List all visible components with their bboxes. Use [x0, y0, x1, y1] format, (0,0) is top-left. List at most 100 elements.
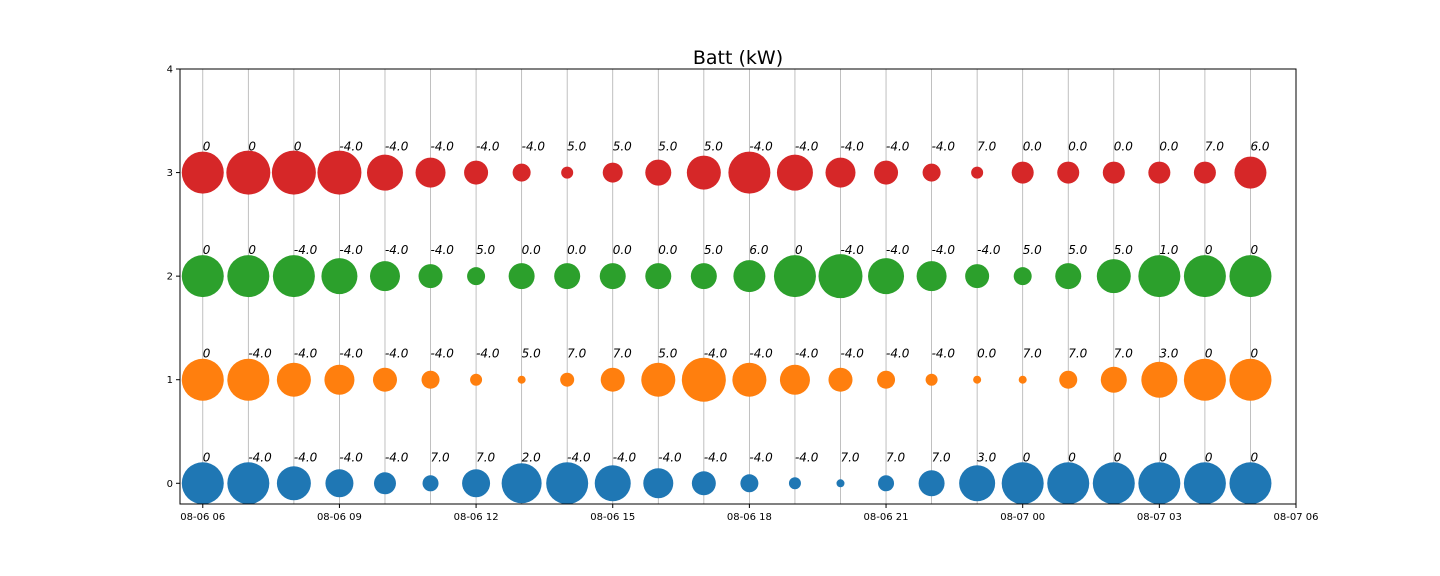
- bubble: [877, 370, 896, 389]
- bubble: [272, 255, 315, 298]
- bubble: [1229, 462, 1272, 505]
- bubble-value-label: 0: [1114, 450, 1122, 464]
- bubble-value-label: -4.0: [431, 140, 455, 154]
- bubble: [1234, 156, 1267, 189]
- bubble: [508, 263, 535, 290]
- data-points: [181, 150, 1272, 505]
- bubble-value-label: 0.0: [1068, 140, 1087, 154]
- y-tick-label: 0: [167, 479, 173, 490]
- bubble: [1055, 263, 1082, 290]
- bubble: [1138, 255, 1181, 298]
- bubble: [828, 367, 853, 392]
- bubble-value-label: 0: [203, 347, 211, 361]
- x-tick-label: 08-06 09: [317, 512, 362, 523]
- bubble-value-label: 2.0: [522, 450, 541, 464]
- bubble-value-label: 7.0: [977, 140, 996, 154]
- bubble-value-label: 7.0: [1205, 140, 1224, 154]
- bubble: [1013, 267, 1032, 286]
- bubble-value-label: 0: [203, 140, 211, 154]
- y-tick-label: 1: [167, 375, 173, 386]
- bubble: [918, 470, 945, 497]
- bubble: [1100, 366, 1127, 393]
- bubble-value-label: -4.0: [476, 140, 500, 154]
- bubble: [733, 260, 766, 293]
- bubble-value-label: 0.0: [567, 243, 586, 257]
- bubble-value-label: -4.0: [567, 450, 591, 464]
- bubble-value-label: -4.0: [886, 140, 910, 154]
- bubble-value-label: 7.0: [886, 450, 905, 464]
- bubble: [181, 462, 224, 505]
- bubble-value-label: 5.0: [704, 140, 723, 154]
- bubble: [517, 375, 526, 384]
- bubble-value-label: 7.0: [1068, 347, 1087, 361]
- bubble: [1183, 255, 1226, 298]
- bubble-value-label: -4.0: [977, 243, 1001, 257]
- bubble: [366, 154, 403, 191]
- x-tick-label: 08-07 03: [1137, 512, 1182, 523]
- bubble-value-label: -4.0: [704, 450, 728, 464]
- bubble: [470, 373, 483, 386]
- bubble-value-label: -4.0: [840, 347, 864, 361]
- bubble-value-label: -4.0: [294, 450, 318, 464]
- bubble: [1011, 161, 1034, 184]
- bubble-value-label: 7.0: [476, 450, 495, 464]
- bubble-value-label: 0: [203, 450, 211, 464]
- bubble: [546, 462, 589, 505]
- bubble-value-label: 0: [1250, 450, 1258, 464]
- bubble-value-label: 7.0: [567, 347, 586, 361]
- bubble-value-label: 0: [1068, 450, 1076, 464]
- bubble-value-label: -4.0: [749, 450, 773, 464]
- bubble-value-label: 5.0: [1068, 243, 1087, 257]
- bubble-value-label: 5.0: [613, 140, 632, 154]
- bubble-value-label: 5.0: [476, 243, 495, 257]
- bubble: [554, 263, 581, 290]
- bubble: [874, 160, 899, 185]
- bubble-value-label: -4.0: [749, 140, 773, 154]
- bubble: [372, 367, 397, 392]
- bubble: [599, 263, 626, 290]
- bubble: [227, 462, 270, 505]
- bubble-value-label: -4.0: [749, 347, 773, 361]
- bubble: [325, 469, 354, 498]
- bubble-value-label: 0: [1205, 450, 1213, 464]
- bubble-value-label: 5.0: [658, 347, 677, 361]
- bubble-value-label: 7.0: [1114, 347, 1133, 361]
- bubble: [369, 261, 400, 292]
- bubble-value-label: -4.0: [476, 347, 500, 361]
- y-axis: 0 1 2 3 4: [167, 65, 180, 490]
- bubble-value-label: -4.0: [932, 243, 956, 257]
- bubble-value-label: 3.0: [977, 450, 996, 464]
- bubble-value-label: 0: [795, 243, 803, 257]
- bubble: [916, 261, 947, 292]
- bubble: [1229, 255, 1272, 298]
- bubble: [600, 367, 625, 392]
- bubble: [181, 151, 224, 194]
- bubble-value-label: 5.0: [1114, 243, 1133, 257]
- x-tick-label: 08-06 21: [864, 512, 909, 523]
- bubble: [276, 466, 311, 501]
- bubble: [464, 160, 489, 185]
- bubble: [561, 166, 574, 179]
- bubble: [1183, 358, 1226, 401]
- bubble: [645, 263, 672, 290]
- y-tick-label: 3: [167, 168, 173, 179]
- bubble-value-label: 0.0: [522, 243, 541, 257]
- bubble: [418, 264, 443, 289]
- bubble: [779, 364, 810, 395]
- bubble-value-label: 5.0: [704, 243, 723, 257]
- bubble-value-label: -4.0: [431, 243, 455, 257]
- bubble: [594, 465, 631, 502]
- bubble: [681, 357, 726, 402]
- bubble-value-label: -4.0: [385, 243, 409, 257]
- bubble: [373, 472, 396, 495]
- bubble: [226, 150, 271, 195]
- bubble-value-label: 7.0: [932, 450, 951, 464]
- bubble-value-label: -4.0: [339, 140, 363, 154]
- bubble: [317, 150, 362, 195]
- bubble: [643, 468, 674, 499]
- point-labels: 0 -4.0 -4.0 -4.0 -4.0 7.0 7.0 2.0 -4.0 -4.0 -4.0 -4…: [203, 140, 1270, 465]
- x-axis: 08-06 06 08-06 09 08-06 12 08-06 15 08-06 18…: [180, 504, 1318, 523]
- bubble: [321, 258, 358, 295]
- bubble-value-label: 0: [1205, 347, 1213, 361]
